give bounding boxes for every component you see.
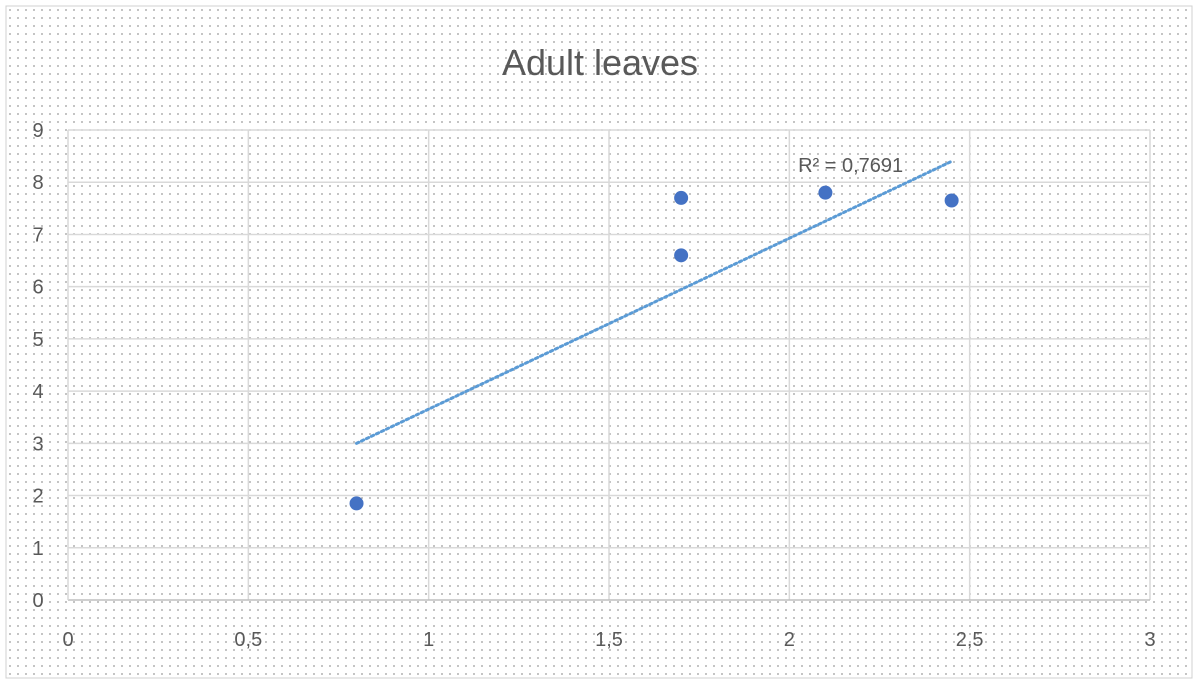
data-point <box>674 190 689 205</box>
y-tick-label: 7 <box>32 224 43 246</box>
x-tick-label: 2,5 <box>956 629 984 651</box>
x-tick-label: 1,5 <box>595 629 623 651</box>
chart-title: Adult leaves <box>502 42 698 83</box>
gridlines <box>68 129 1151 600</box>
data-point <box>818 185 833 200</box>
y-tick-label: 3 <box>32 433 43 455</box>
x-tick-label: 3 <box>1144 629 1155 651</box>
x-tick-label: 0 <box>62 629 73 651</box>
y-tick-label: 9 <box>32 120 43 142</box>
trendline <box>355 159 954 445</box>
data-point <box>674 248 689 263</box>
data-point <box>944 193 959 208</box>
y-tick-label: 5 <box>32 329 43 351</box>
y-tick-label: 6 <box>32 277 43 299</box>
tick-labels: 0 1 2 3 4 5 6 7 8 9 0 0,5 1 1,5 2 2,5 3 <box>32 120 1155 651</box>
x-tick-label: 0,5 <box>234 629 262 651</box>
y-tick-label: 4 <box>32 381 43 403</box>
y-tick-label: 8 <box>32 172 43 194</box>
x-tick-label: 1 <box>423 629 434 651</box>
axes <box>67 130 1150 601</box>
x-tick-label: 2 <box>784 629 795 651</box>
data-points <box>349 185 959 511</box>
y-tick-label: 1 <box>32 538 43 560</box>
y-tick-label: 2 <box>32 486 43 508</box>
trendline-group: R² = 0,7691 <box>355 155 954 445</box>
r-squared-label: R² = 0,7691 <box>798 155 903 177</box>
y-tick-label: 0 <box>32 590 43 612</box>
data-point <box>349 496 364 511</box>
chart-dot-pattern <box>5 5 1193 679</box>
